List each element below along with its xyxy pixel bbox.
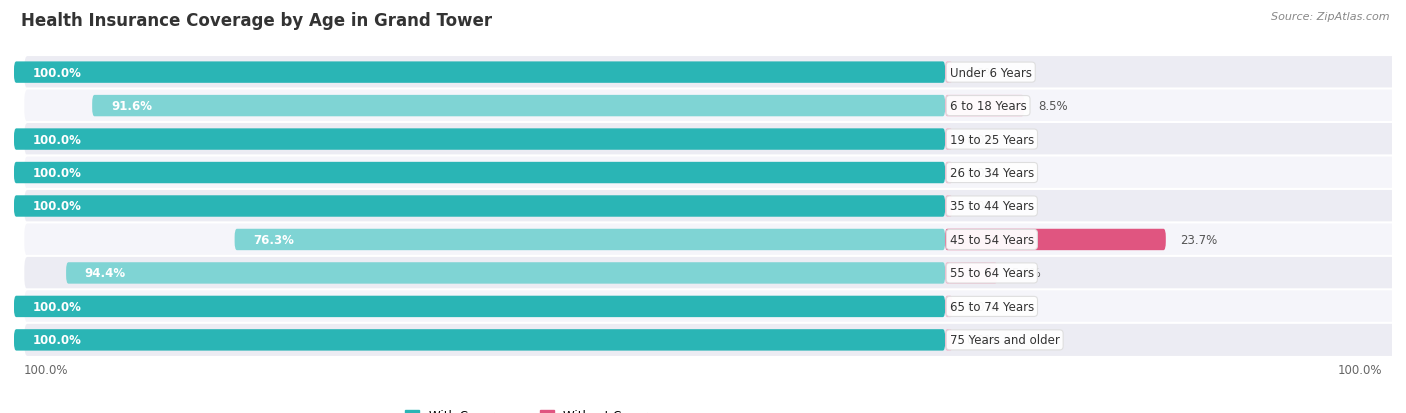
Text: Source: ZipAtlas.com: Source: ZipAtlas.com — [1271, 12, 1389, 22]
Text: Health Insurance Coverage by Age in Grand Tower: Health Insurance Coverage by Age in Gran… — [21, 12, 492, 30]
Text: 91.6%: 91.6% — [111, 100, 152, 113]
FancyBboxPatch shape — [945, 162, 953, 184]
Text: 100.0%: 100.0% — [32, 300, 82, 313]
Text: 5.6%: 5.6% — [1011, 267, 1040, 280]
Text: 0.0%: 0.0% — [966, 66, 995, 79]
FancyBboxPatch shape — [24, 256, 1406, 290]
Text: 100.0%: 100.0% — [24, 363, 67, 376]
Text: 35 to 44 Years: 35 to 44 Years — [949, 200, 1033, 213]
FancyBboxPatch shape — [945, 129, 953, 150]
FancyBboxPatch shape — [945, 96, 1025, 117]
FancyBboxPatch shape — [24, 156, 1406, 190]
FancyBboxPatch shape — [235, 229, 945, 251]
Text: 0.0%: 0.0% — [966, 300, 995, 313]
Text: 100.0%: 100.0% — [32, 334, 82, 347]
Text: 100.0%: 100.0% — [32, 166, 82, 180]
Text: 19 to 25 Years: 19 to 25 Years — [949, 133, 1033, 146]
Text: 100.0%: 100.0% — [1339, 363, 1382, 376]
Text: 0.0%: 0.0% — [966, 334, 995, 347]
FancyBboxPatch shape — [945, 263, 997, 284]
FancyBboxPatch shape — [14, 330, 945, 351]
Text: 65 to 74 Years: 65 to 74 Years — [949, 300, 1033, 313]
FancyBboxPatch shape — [24, 190, 1406, 223]
FancyBboxPatch shape — [24, 56, 1406, 90]
Text: 23.7%: 23.7% — [1180, 233, 1218, 247]
Text: Under 6 Years: Under 6 Years — [949, 66, 1032, 79]
FancyBboxPatch shape — [24, 123, 1406, 157]
FancyBboxPatch shape — [24, 323, 1406, 357]
Text: 76.3%: 76.3% — [253, 233, 294, 247]
Text: 0.0%: 0.0% — [966, 166, 995, 180]
FancyBboxPatch shape — [945, 196, 953, 217]
Text: 55 to 64 Years: 55 to 64 Years — [949, 267, 1033, 280]
Text: 45 to 54 Years: 45 to 54 Years — [949, 233, 1033, 247]
Text: 8.5%: 8.5% — [1038, 100, 1067, 113]
FancyBboxPatch shape — [24, 223, 1406, 257]
FancyBboxPatch shape — [14, 129, 945, 150]
Text: 0.0%: 0.0% — [966, 133, 995, 146]
FancyBboxPatch shape — [14, 296, 945, 317]
FancyBboxPatch shape — [66, 263, 945, 284]
Text: 100.0%: 100.0% — [32, 133, 82, 146]
FancyBboxPatch shape — [14, 162, 945, 184]
FancyBboxPatch shape — [945, 330, 953, 351]
Text: 100.0%: 100.0% — [32, 66, 82, 79]
Legend: With Coverage, Without Coverage: With Coverage, Without Coverage — [401, 404, 675, 413]
FancyBboxPatch shape — [14, 196, 945, 217]
FancyBboxPatch shape — [14, 62, 945, 83]
Text: 100.0%: 100.0% — [32, 200, 82, 213]
FancyBboxPatch shape — [24, 89, 1406, 123]
Text: 0.0%: 0.0% — [966, 200, 995, 213]
FancyBboxPatch shape — [945, 229, 1166, 251]
Text: 26 to 34 Years: 26 to 34 Years — [949, 166, 1033, 180]
Text: 94.4%: 94.4% — [84, 267, 127, 280]
FancyBboxPatch shape — [24, 290, 1406, 324]
FancyBboxPatch shape — [945, 62, 953, 83]
Text: 6 to 18 Years: 6 to 18 Years — [949, 100, 1026, 113]
Text: 75 Years and older: 75 Years and older — [949, 334, 1060, 347]
FancyBboxPatch shape — [945, 296, 953, 317]
FancyBboxPatch shape — [93, 96, 945, 117]
